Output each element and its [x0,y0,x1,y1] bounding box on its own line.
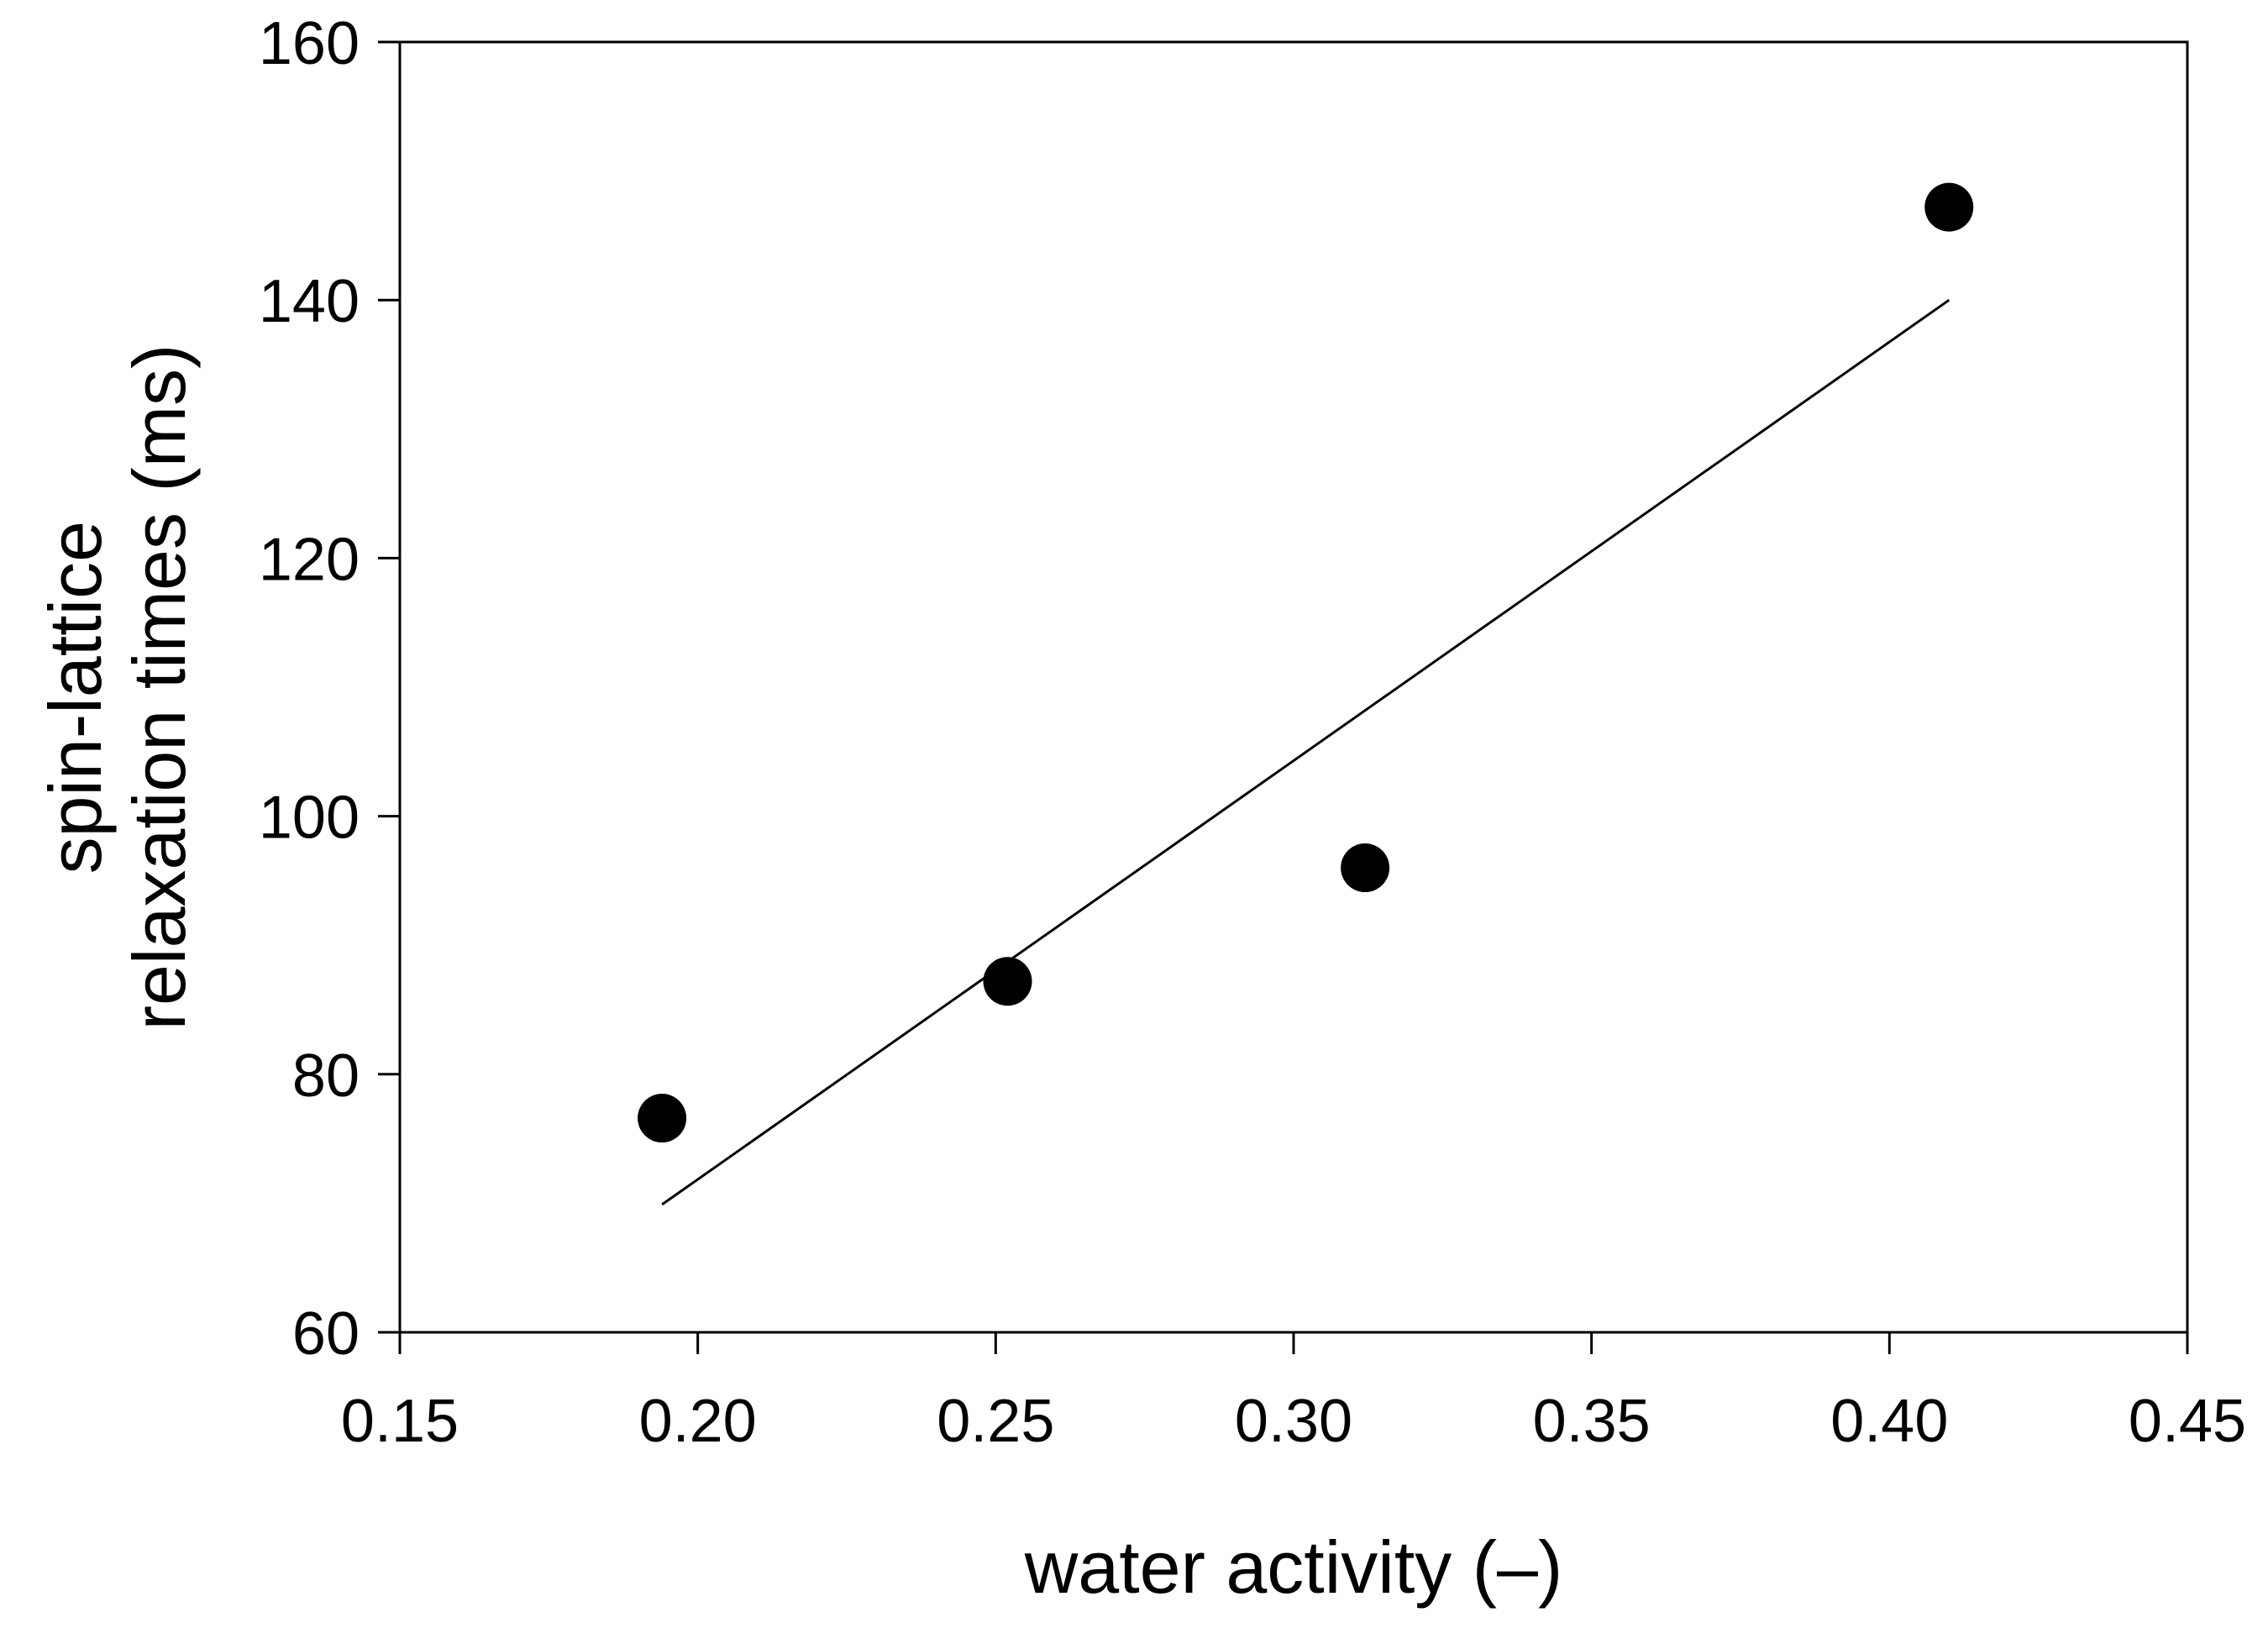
y-axis-title-line-2: relaxation times (ms) [118,344,201,1031]
y-tick-label: 160 [259,10,360,77]
x-tick-label: 0.15 [341,1388,459,1455]
y-tick-label: 140 [259,268,360,335]
fit-line-layer [661,298,1950,1206]
y-tick-label: 80 [292,1042,360,1110]
x-tick-label: 0.35 [1533,1388,1651,1455]
y-axis-title-line-1: spin-lattice [34,521,117,874]
y-tick-label: 60 [292,1300,360,1368]
x-tick-label: 0.45 [2129,1388,2246,1455]
fit-line [661,298,1950,1206]
points-layer [638,182,1974,1143]
data-point [638,1094,687,1143]
x-axis-title: water activity (–) [1024,1526,1563,1609]
x-tick-label: 0.20 [639,1388,757,1455]
data-point [1341,843,1390,893]
data-point [1924,182,1974,232]
data-point [983,957,1032,1006]
y-axis: 60 80 100 120 140 160 [259,10,400,1368]
y-tick-label: 100 [259,785,360,852]
x-axis: 0.15 0.20 0.25 0.30 0.35 0.40 0.45 [341,1332,2246,1455]
x-tick-label: 0.40 [1830,1388,1948,1455]
x-tick-label: 0.30 [1235,1388,1352,1455]
y-axis-title: spin-lattice relaxation times (ms) [34,344,201,1031]
x-tick-label: 0.25 [937,1388,1054,1455]
y-tick-label: 120 [259,526,360,593]
